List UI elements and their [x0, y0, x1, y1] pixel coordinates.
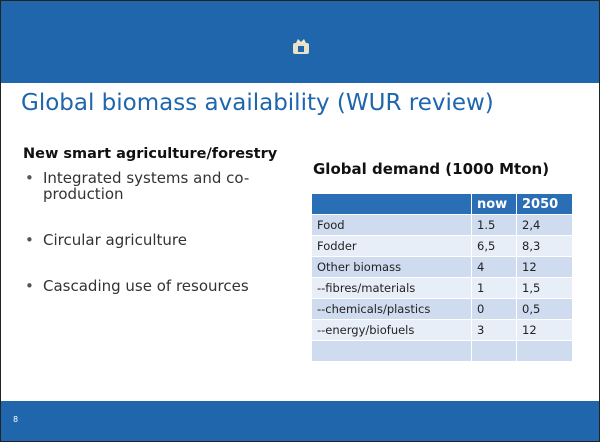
- slide-title: Global biomass availability (WUR review): [21, 90, 494, 116]
- page-number: 8: [13, 415, 19, 424]
- table-cell: 3: [471, 319, 517, 341]
- table-row: --energy/biofuels 3 12: [311, 319, 573, 341]
- header-band: [1, 1, 599, 83]
- table-cell: 12: [516, 319, 573, 341]
- table-cell: 6,5: [471, 235, 517, 257]
- left-heading: New smart agriculture/forestry: [23, 146, 278, 162]
- bullet: Integrated systems and co-production: [23, 170, 293, 202]
- table-cell: 12: [516, 256, 573, 278]
- header-cell: now: [471, 193, 517, 215]
- header-row: now 2050: [311, 193, 573, 215]
- bullet-list: Integrated systems and co-production Circ…: [23, 170, 293, 294]
- table-cell: 1: [471, 277, 517, 299]
- emblem: [293, 39, 309, 54]
- table-cell: 4: [471, 256, 517, 278]
- table-cell: Other biomass: [311, 256, 472, 278]
- table-row: Fodder 6,5 8,3: [311, 235, 573, 257]
- footer-band: 8: [1, 401, 599, 441]
- header-cell: [311, 193, 472, 215]
- table-cell: --chemicals/plastics: [311, 298, 472, 320]
- table-cell: [516, 340, 573, 362]
- bullet: Circular agriculture: [23, 232, 293, 248]
- bullet: Cascading use of resources: [23, 278, 293, 294]
- table-cell: 1.5: [471, 214, 517, 236]
- table-cell: 1,5: [516, 277, 573, 299]
- table-row: Food 1.5 2,4: [311, 214, 573, 236]
- table-row: --fibres/materials 1 1,5: [311, 277, 573, 299]
- table-cell: 0,5: [516, 298, 573, 320]
- table-row: Other biomass 4 12: [311, 256, 573, 278]
- table-cell: 2,4: [516, 214, 573, 236]
- demand-table: now 2050 Food 1.5 2,4 Fodder 6,5 8,3 Other bioma…: [311, 193, 573, 362]
- header-cell: 2050: [516, 193, 573, 215]
- table-cell: --energy/biofuels: [311, 319, 472, 341]
- table-cell: 0: [471, 298, 517, 320]
- left-column: New smart agriculture/forestry Integrate…: [23, 147, 293, 324]
- table-cell: Fodder: [311, 235, 472, 257]
- table-cell: --fibres/materials: [311, 277, 472, 299]
- table-cell: [471, 340, 517, 362]
- table-row: [311, 340, 573, 362]
- table-row: --chemicals/plastics 0 0,5: [311, 298, 573, 320]
- table-cell: Food: [311, 214, 472, 236]
- right-heading: Global demand (1000 Mton): [313, 160, 550, 178]
- table-cell: [311, 340, 472, 362]
- table-cell: 8,3: [516, 235, 573, 257]
